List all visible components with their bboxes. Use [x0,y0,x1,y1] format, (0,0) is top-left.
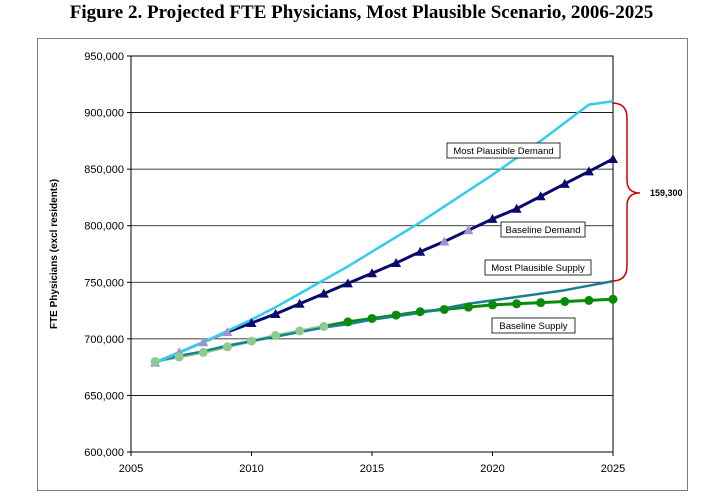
baseline-supply-point [319,321,329,331]
chart-title: Figure 2. Projected FTE Physicians, Most… [69,2,654,23]
annotation-most-plausible-supply: Most Plausible Supply [491,263,585,274]
baseline-demand-point [198,337,209,347]
gap-bracket [611,102,641,282]
annotation-box-baseline-supply [491,317,576,334]
baseline-supply-point [608,294,618,304]
annotation-box-most-plausible-supply [484,259,592,276]
baseline-supply-point [295,326,305,336]
baseline-supply-point [536,298,546,308]
chart-frame [37,38,688,491]
baseline-demand-point [608,153,618,163]
baseline-supply-point [463,302,473,312]
baseline-supply-point [560,297,570,307]
baseline-supply-point [222,342,232,352]
y-tick-label: 900,000 [84,108,124,120]
baseline-demand-point [342,278,353,288]
baseline-demand-point [391,258,402,268]
baseline-supply-point [488,300,497,310]
y-tick-label: 800,000 [84,221,124,233]
series-lines [150,100,618,367]
baseline-demand-point [487,213,498,223]
baseline-supply-point [150,356,160,366]
baseline-demand-point [511,203,522,213]
annotations: Most Plausible Demand Baseline Demand Mo… [446,102,683,334]
baseline-supply-point [174,352,184,362]
baseline-supply-point [271,330,281,340]
x-tick-label: 2010 [239,463,263,475]
baseline-demand-point [463,225,474,235]
x-tick-label: 2015 [360,463,384,475]
baseline-supply-point [439,304,449,314]
gap-value-label: 159,300 [650,188,683,198]
baseline-supply-point [247,336,256,346]
y-axis-label: FTE Physicians (excl residents) [49,179,60,329]
baseline-supply-point [198,347,208,357]
y-tick-label: 700,000 [84,334,124,346]
x-tick-label: 2005 [119,463,143,475]
y-tick-label: 650,000 [84,390,124,402]
baseline-supply-point [367,313,377,323]
annotation-box-most-plausible-demand [446,142,561,159]
x-tick-label: 2025 [601,463,625,475]
baseline-demand-point [318,288,329,298]
x-axis-ticks: 2005 2010 2015 2020 2025 [119,452,625,475]
baseline-demand-point [270,308,281,318]
annotation-box-baseline-demand [500,221,586,238]
annotation-baseline-demand: Baseline Demand [506,225,581,236]
baseline-demand-point [294,298,305,308]
y-tick-label: 750,000 [84,277,124,289]
baseline-demand-point [367,268,377,278]
baseline-supply-point [391,310,401,320]
baseline-demand-point [222,327,233,337]
series-line-baseline-demand [226,157,614,334]
baseline-supply-point [415,307,425,317]
baseline-demand-point [246,318,257,328]
plot-area-border [130,55,614,453]
baseline-demand-point [535,191,546,201]
baseline-demand-point [559,178,570,188]
baseline-demand-point [415,246,426,256]
baseline-demand-point [439,236,450,246]
y-tick-label: 850,000 [84,164,124,176]
y-axis-ticks: 600,000 650,000 700,000 750,000 800,000 850,0… [84,51,131,459]
annotation-most-plausible-demand: Most Plausible Demand [453,146,553,157]
y-tick-label: 950,000 [84,51,124,63]
annotation-baseline-supply: Baseline Supply [499,321,567,332]
baseline-supply-point [343,317,353,327]
baseline-demand-point [583,166,594,176]
baseline-supply-point [584,295,594,305]
x-tick-label: 2020 [480,463,504,475]
y-tick-label: 600,000 [84,447,124,459]
baseline-supply-point [512,299,522,309]
